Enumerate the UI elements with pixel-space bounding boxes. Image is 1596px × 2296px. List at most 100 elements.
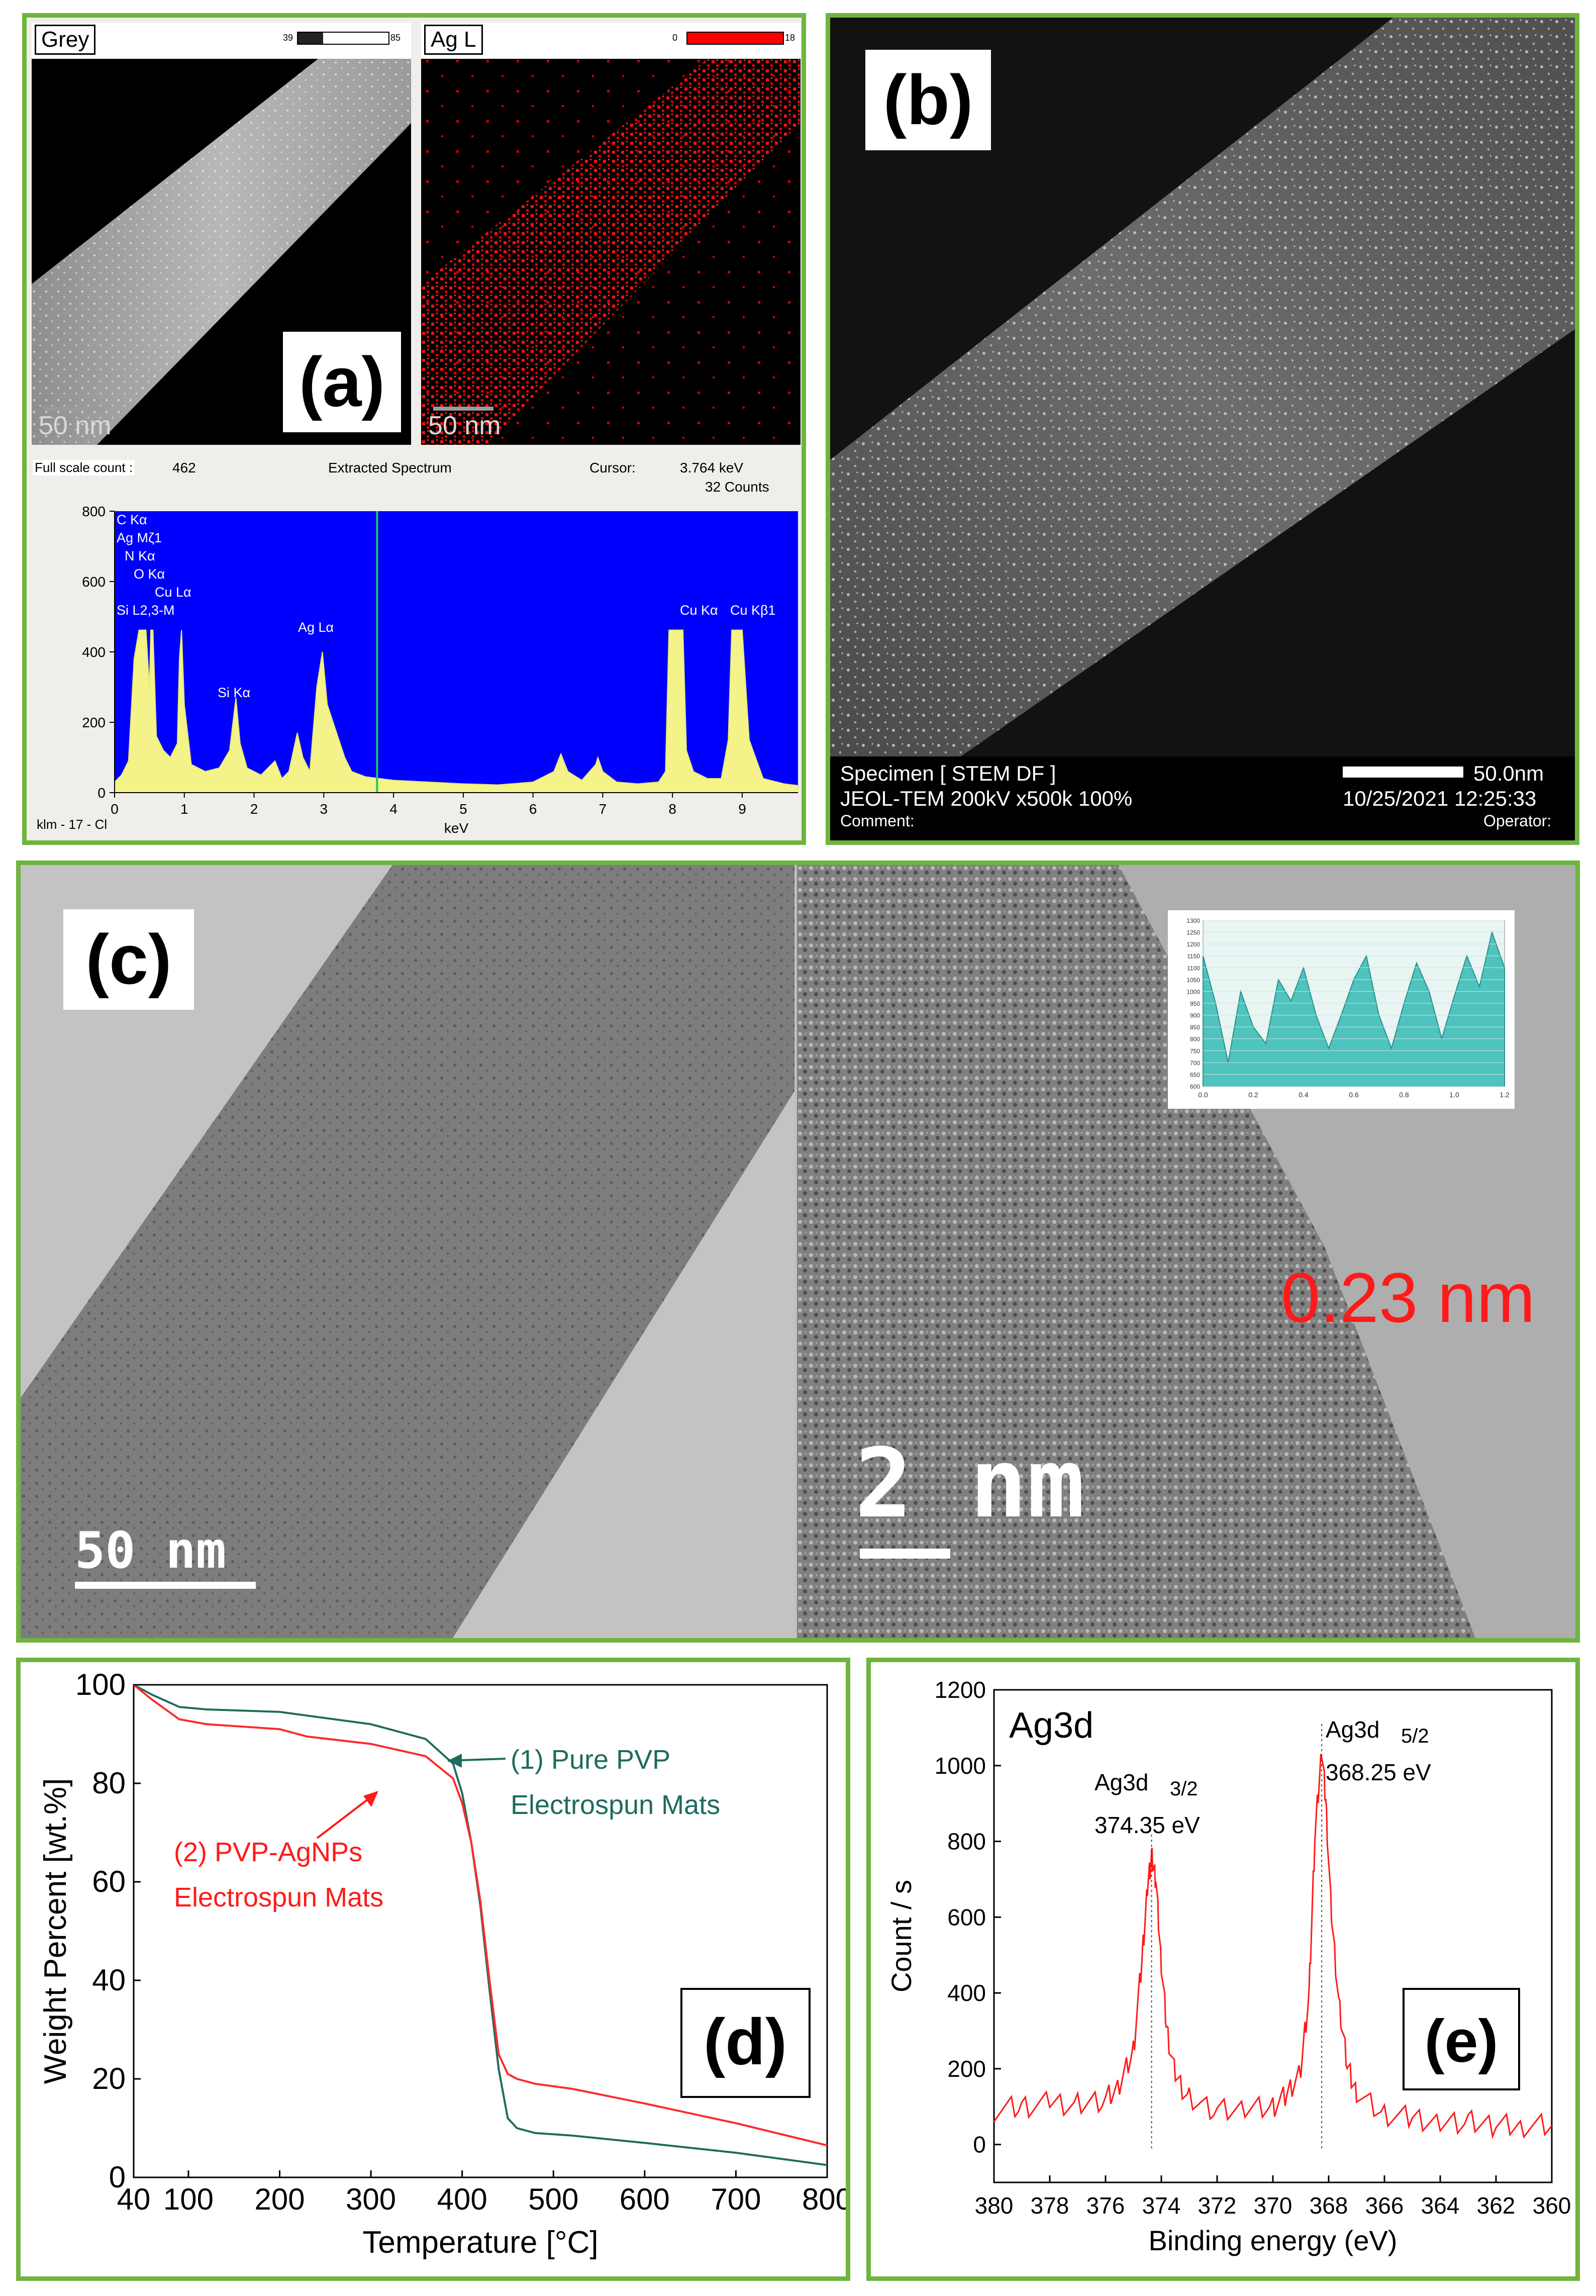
xps-y-tick-label: 200 <box>947 2056 986 2082</box>
edx-footer-left: klm - 17 - Cl <box>37 817 108 832</box>
full-scale-label: Full scale count : <box>33 460 135 475</box>
edx-x-tick-label: 5 <box>459 801 467 817</box>
tga-x-tick-label: 300 <box>346 2182 396 2216</box>
hrtem-image-right <box>797 865 1575 1638</box>
tga-x-tick-label: 800 <box>802 2182 846 2216</box>
grey-range-min: 39 <box>283 33 293 43</box>
peak2-subscript: 5/2 <box>1401 1725 1429 1747</box>
tem-left-scale-bar <box>75 1582 256 1589</box>
inset-x-tick-label: 1.0 <box>1449 1091 1459 1099</box>
tga-y-tick-label: 40 <box>92 1963 126 1997</box>
agl-title: Ag L <box>424 25 483 55</box>
cursor-counts: 32 Counts <box>705 479 769 495</box>
inset-y-tick-label: 1050 <box>1186 977 1200 984</box>
stem-scale-label: 50.0nm <box>1473 761 1544 785</box>
panel-d-label: (d) <box>704 2005 787 2078</box>
grey-title: Grey <box>35 25 96 55</box>
tga-x-tick-label: 700 <box>711 2182 761 2216</box>
inset-y-tick-label: 700 <box>1190 1060 1200 1067</box>
edx-peak-label: C Kα <box>117 512 147 527</box>
tga-y-axis-label: Weight Percent [wt.%] <box>38 1778 73 2084</box>
agl-range-slider <box>686 32 784 45</box>
edx-peak-label: N Kα <box>125 548 155 563</box>
xps-plot-frame <box>993 1689 1553 2183</box>
xps-y-tick-label: 600 <box>947 1904 986 1930</box>
inset-y-tick-label: 750 <box>1190 1047 1200 1055</box>
agl-scale-bar <box>433 407 493 411</box>
xps-chart: 380 378 376 374 372 370 368 366 364 362 360 0 200 400… <box>885 1677 1571 2256</box>
grey-range-slider <box>297 32 389 45</box>
inset-y-tick-label: 1100 <box>1187 965 1200 972</box>
grey-range-max: 85 <box>390 33 401 43</box>
xps-x-tick-label: 376 <box>1086 2192 1125 2219</box>
edx-peak-label: Ag Mζ1 <box>117 530 162 545</box>
edx-peak-label: Si L2,3-M <box>117 603 175 618</box>
grey-map: Grey 39 85 50 nm (a) <box>32 23 411 445</box>
legend-pure-pvp-line1: (1) Pure PVP <box>511 1745 670 1775</box>
stem-scale-bar <box>1343 767 1463 778</box>
panel-c-label: (c) <box>63 909 194 1010</box>
full-scale-value: 462 <box>172 460 196 475</box>
hrtem-scale-label: 2 nm <box>855 1428 1085 1539</box>
edx-x-tick-label: 3 <box>320 801 328 817</box>
xps-x-tick-label: 366 <box>1365 2192 1404 2219</box>
inset-y-tick-label: 1250 <box>1186 929 1200 936</box>
edx-x-tick-label: 1 <box>180 801 188 817</box>
agl-range-min: 0 <box>672 33 678 43</box>
edx-y-tick-label: 800 <box>82 504 106 519</box>
panel-b: (b) Specimen [ STEM DF ] JEOL-TEM 200kV … <box>826 13 1579 845</box>
tga-y-tick-label: 80 <box>92 1766 126 1800</box>
legend-agnp-arrow <box>316 1795 373 1839</box>
legend-agnp-line2: Electrospun Mats <box>174 1882 383 1912</box>
edx-y-tick-label: 400 <box>82 644 106 660</box>
tga-y-tick-label: 60 <box>92 1865 126 1898</box>
edx-x-tick-label: 8 <box>668 801 676 817</box>
xps-x-tick-label: 360 <box>1533 2192 1571 2219</box>
edx-peak-label: O Kα <box>134 566 165 582</box>
xps-y-tick-label: 800 <box>947 1829 986 1855</box>
inset-y-tick-label: 1150 <box>1187 953 1200 960</box>
edx-plot-background <box>115 511 798 793</box>
inset-x-tick-label: 0.6 <box>1349 1091 1359 1099</box>
edx-y-tick-label: 200 <box>82 715 106 730</box>
xps-x-tick-label: 362 <box>1477 2192 1516 2219</box>
inset-x-tick-label: 0.4 <box>1299 1091 1309 1099</box>
xps-y-axis-label: Count / s <box>885 1880 917 1992</box>
inset-y-tick-label: 1000 <box>1186 988 1200 995</box>
edx-y-tick-label: 600 <box>82 574 106 590</box>
xps-y-tick-label: 1000 <box>935 1753 986 1779</box>
inset-y-tick-label: 950 <box>1190 1000 1200 1007</box>
specimen-text: Specimen [ STEM DF ] <box>840 761 1056 785</box>
edx-peak-label: Cu Kβ1 <box>730 603 776 618</box>
inset-x-tick-label: 1.2 <box>1500 1091 1510 1099</box>
lattice-spacing-label: 0.23 nm <box>1281 1258 1535 1337</box>
agl-map: Ag L 0 18 50 nm <box>421 23 801 445</box>
edx-peak-label: Si Kα <box>218 685 250 700</box>
xps-x-tick-label: 374 <box>1142 2192 1181 2219</box>
grey-scale-label: 50 nm <box>39 411 112 440</box>
edx-x-tick-label: 9 <box>738 801 746 817</box>
xps-x-axis-label: Binding energy (eV) <box>1149 2225 1398 2256</box>
hrtem-scale-bar <box>860 1549 950 1559</box>
panel-a-label: (a) <box>283 332 401 432</box>
edx-spectrum-area <box>114 629 799 793</box>
spectrum-title: Extracted Spectrum <box>328 460 452 475</box>
xps-x-tick-label: 370 <box>1254 2192 1292 2219</box>
tga-x-tick-label: 40 <box>117 2182 151 2216</box>
operator-text: Operator: <box>1483 812 1552 830</box>
inset-x-tick-label: 0.0 <box>1198 1091 1208 1099</box>
edx-y-tick-label: 0 <box>97 785 106 801</box>
agl-scale-label: 50 nm <box>428 411 501 440</box>
comment-text: Comment: <box>840 812 915 830</box>
peak2-name: Ag3d <box>1326 1716 1379 1743</box>
tga-plot-frame <box>133 1684 828 2178</box>
edx-x-tick-label: 0 <box>111 801 119 817</box>
inset-x-tick-label: 0.8 <box>1399 1091 1409 1099</box>
inset-y-tick-label: 600 <box>1190 1083 1200 1090</box>
grey-scale-bar <box>44 407 104 411</box>
xps-x-tick-label: 372 <box>1198 2192 1237 2219</box>
inset-x-tick-label: 0.2 <box>1248 1091 1258 1099</box>
peak1-subscript: 3/2 <box>1170 1778 1198 1800</box>
peak1-name: Ag3d <box>1094 1769 1148 1795</box>
edx-x-tick-label: 6 <box>529 801 537 817</box>
